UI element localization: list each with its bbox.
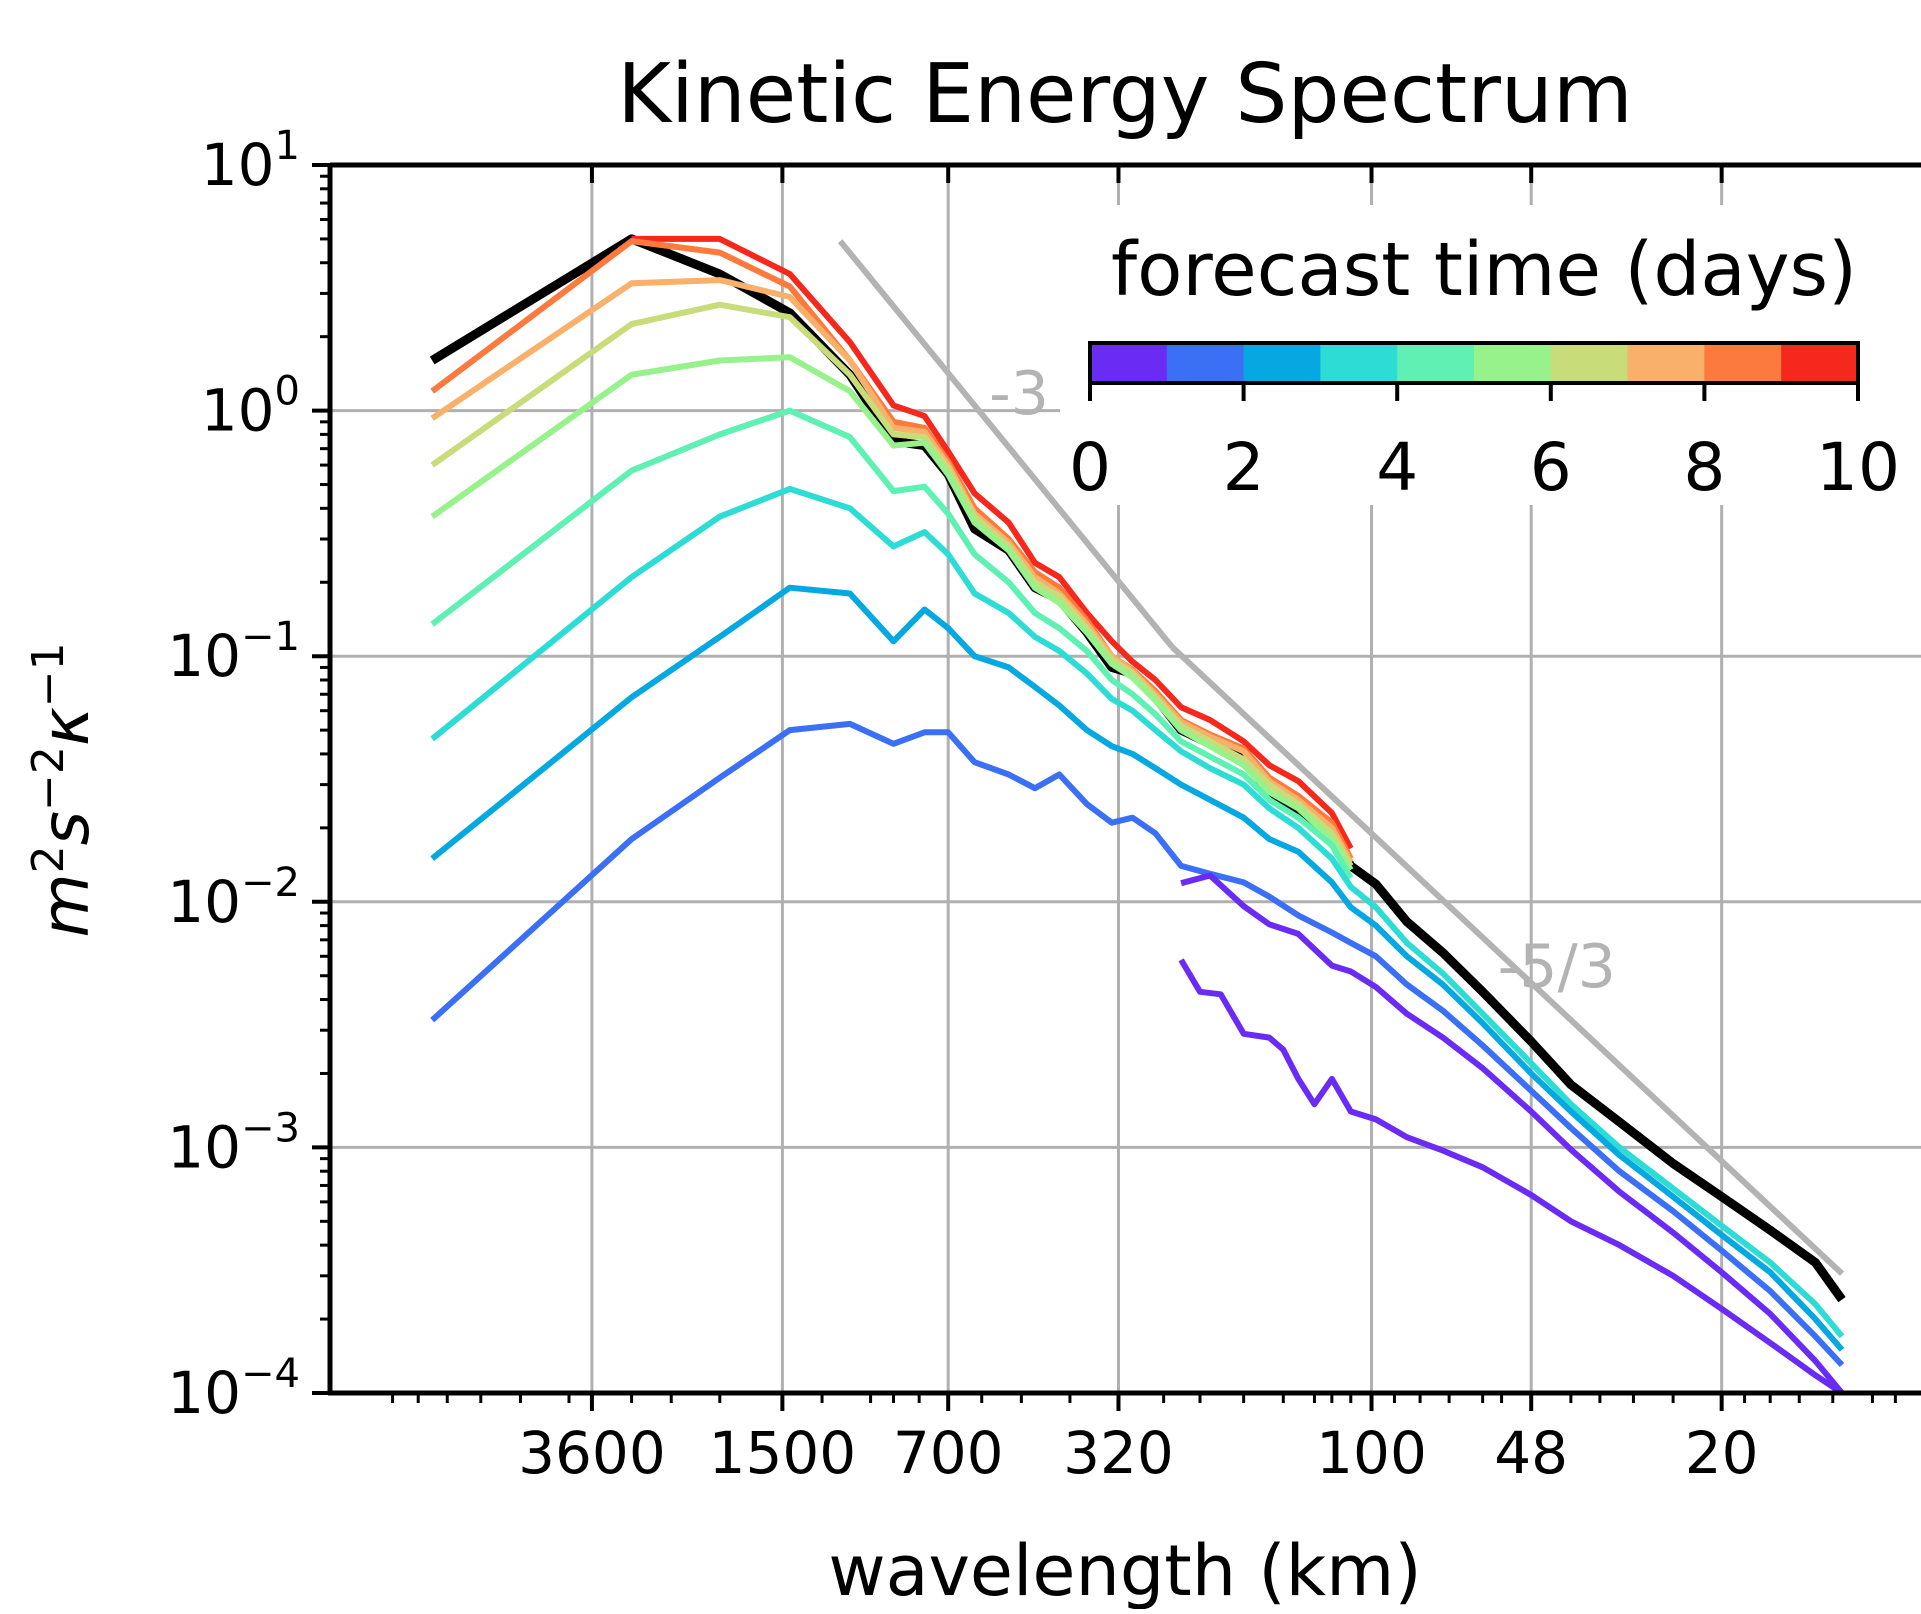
series-line-4 (430, 301, 1354, 868)
reference-line-slope-0 (837, 239, 1175, 649)
y-tick-exponent: 1 (275, 123, 300, 169)
colorbar-tick-label: 0 (1069, 429, 1111, 506)
y-tick-label: 10−1 (167, 614, 300, 690)
axes (312, 162, 1921, 1411)
series-line-6 (430, 407, 1354, 880)
reference-label-minus-5-3: -5/3 (1498, 932, 1616, 1002)
y-tick-exponent: −4 (241, 1351, 300, 1397)
reference-line-slope-1 (1170, 644, 1845, 1276)
y-tick-base: 10 (167, 1113, 241, 1181)
colorbar-swatch (1474, 343, 1552, 383)
y-tick-exponent: −3 (241, 1105, 300, 1151)
series-line-11 (1178, 958, 1844, 1396)
y-tick-label: 10−2 (167, 860, 300, 936)
y-axis-label: m2s−2κ−1 (23, 642, 105, 937)
reference-label-minus-3: -3 (989, 359, 1049, 429)
x-tick-label: 320 (1063, 1419, 1174, 1487)
y-tick-label: 10−3 (167, 1105, 300, 1181)
colorbar-tick-label: 2 (1223, 429, 1265, 506)
colorbar-tick-label: 4 (1376, 429, 1418, 506)
x-tick-label: 20 (1685, 1419, 1759, 1487)
y-tick-exponent: −1 (241, 614, 300, 660)
colorbar: forecast time (days) 0 2 4 6 8 10 (1060, 205, 1921, 506)
colorbar-title: forecast time (days) (1111, 227, 1857, 313)
colorbar-swatch (1166, 343, 1245, 383)
colorbar-tick-label: 8 (1683, 429, 1725, 506)
y-tick-label: 101 (201, 123, 300, 199)
y-tick-base: 10 (201, 131, 275, 199)
colorbar-swatch (1397, 343, 1475, 383)
colorbar-tick-label: 10 (1816, 429, 1900, 506)
x-tick-label: 48 (1494, 1419, 1568, 1487)
reference-lines: -3 -5/3 (837, 239, 1845, 1276)
colorbar-frame (1088, 341, 1860, 385)
y-label-kappa: κ (27, 707, 104, 746)
x-axis-label: wavelength (km) (828, 1530, 1421, 1609)
x-tick-label: 3600 (518, 1419, 666, 1487)
y-tick-base: 10 (167, 1359, 241, 1427)
series-lines (429, 234, 1846, 1396)
colorbar-swatch (1627, 343, 1705, 383)
tick-labels: 3600 1500 700 320 100 48 2010−410−310−210−1100… (167, 123, 1758, 1487)
colorbar-swatch (1550, 343, 1629, 383)
series-line-9 (430, 720, 1845, 1368)
colorbar-swatch (1781, 343, 1859, 383)
y-tick-base: 10 (167, 868, 241, 936)
y-label-s-exp: −2 (23, 746, 74, 811)
chart-title: Kinetic Energy Spectrum (617, 47, 1633, 142)
colorbar-tick-label: 6 (1530, 429, 1572, 506)
y-tick-base: 10 (167, 622, 241, 690)
series-line-7 (430, 485, 1845, 1339)
y-label-s: s (27, 811, 104, 845)
x-tick-label: 700 (893, 1419, 1004, 1487)
y-tick-label: 10−4 (167, 1351, 300, 1427)
series-line-10 (1180, 872, 1845, 1395)
y-tick-exponent: 0 (275, 369, 300, 415)
series-line-5 (430, 354, 1354, 872)
x-tick-label: 100 (1316, 1419, 1427, 1487)
colorbar-swatch (1704, 343, 1782, 383)
colorbar-swatch (1090, 343, 1168, 383)
y-tick-base: 10 (201, 377, 275, 445)
series-line-1 (631, 235, 1354, 850)
x-tick-label: 1500 (709, 1419, 857, 1487)
y-tick-exponent: −2 (241, 860, 300, 906)
y-tick-label: 100 (201, 369, 300, 445)
series-line-8 (430, 584, 1845, 1352)
colorbar-swatch (1320, 343, 1398, 383)
colorbar-swatch (1243, 343, 1321, 383)
y-label-m-exp: 2 (23, 845, 74, 873)
y-label-kappa-exp: −1 (23, 642, 74, 707)
y-label-m: m (27, 873, 104, 937)
